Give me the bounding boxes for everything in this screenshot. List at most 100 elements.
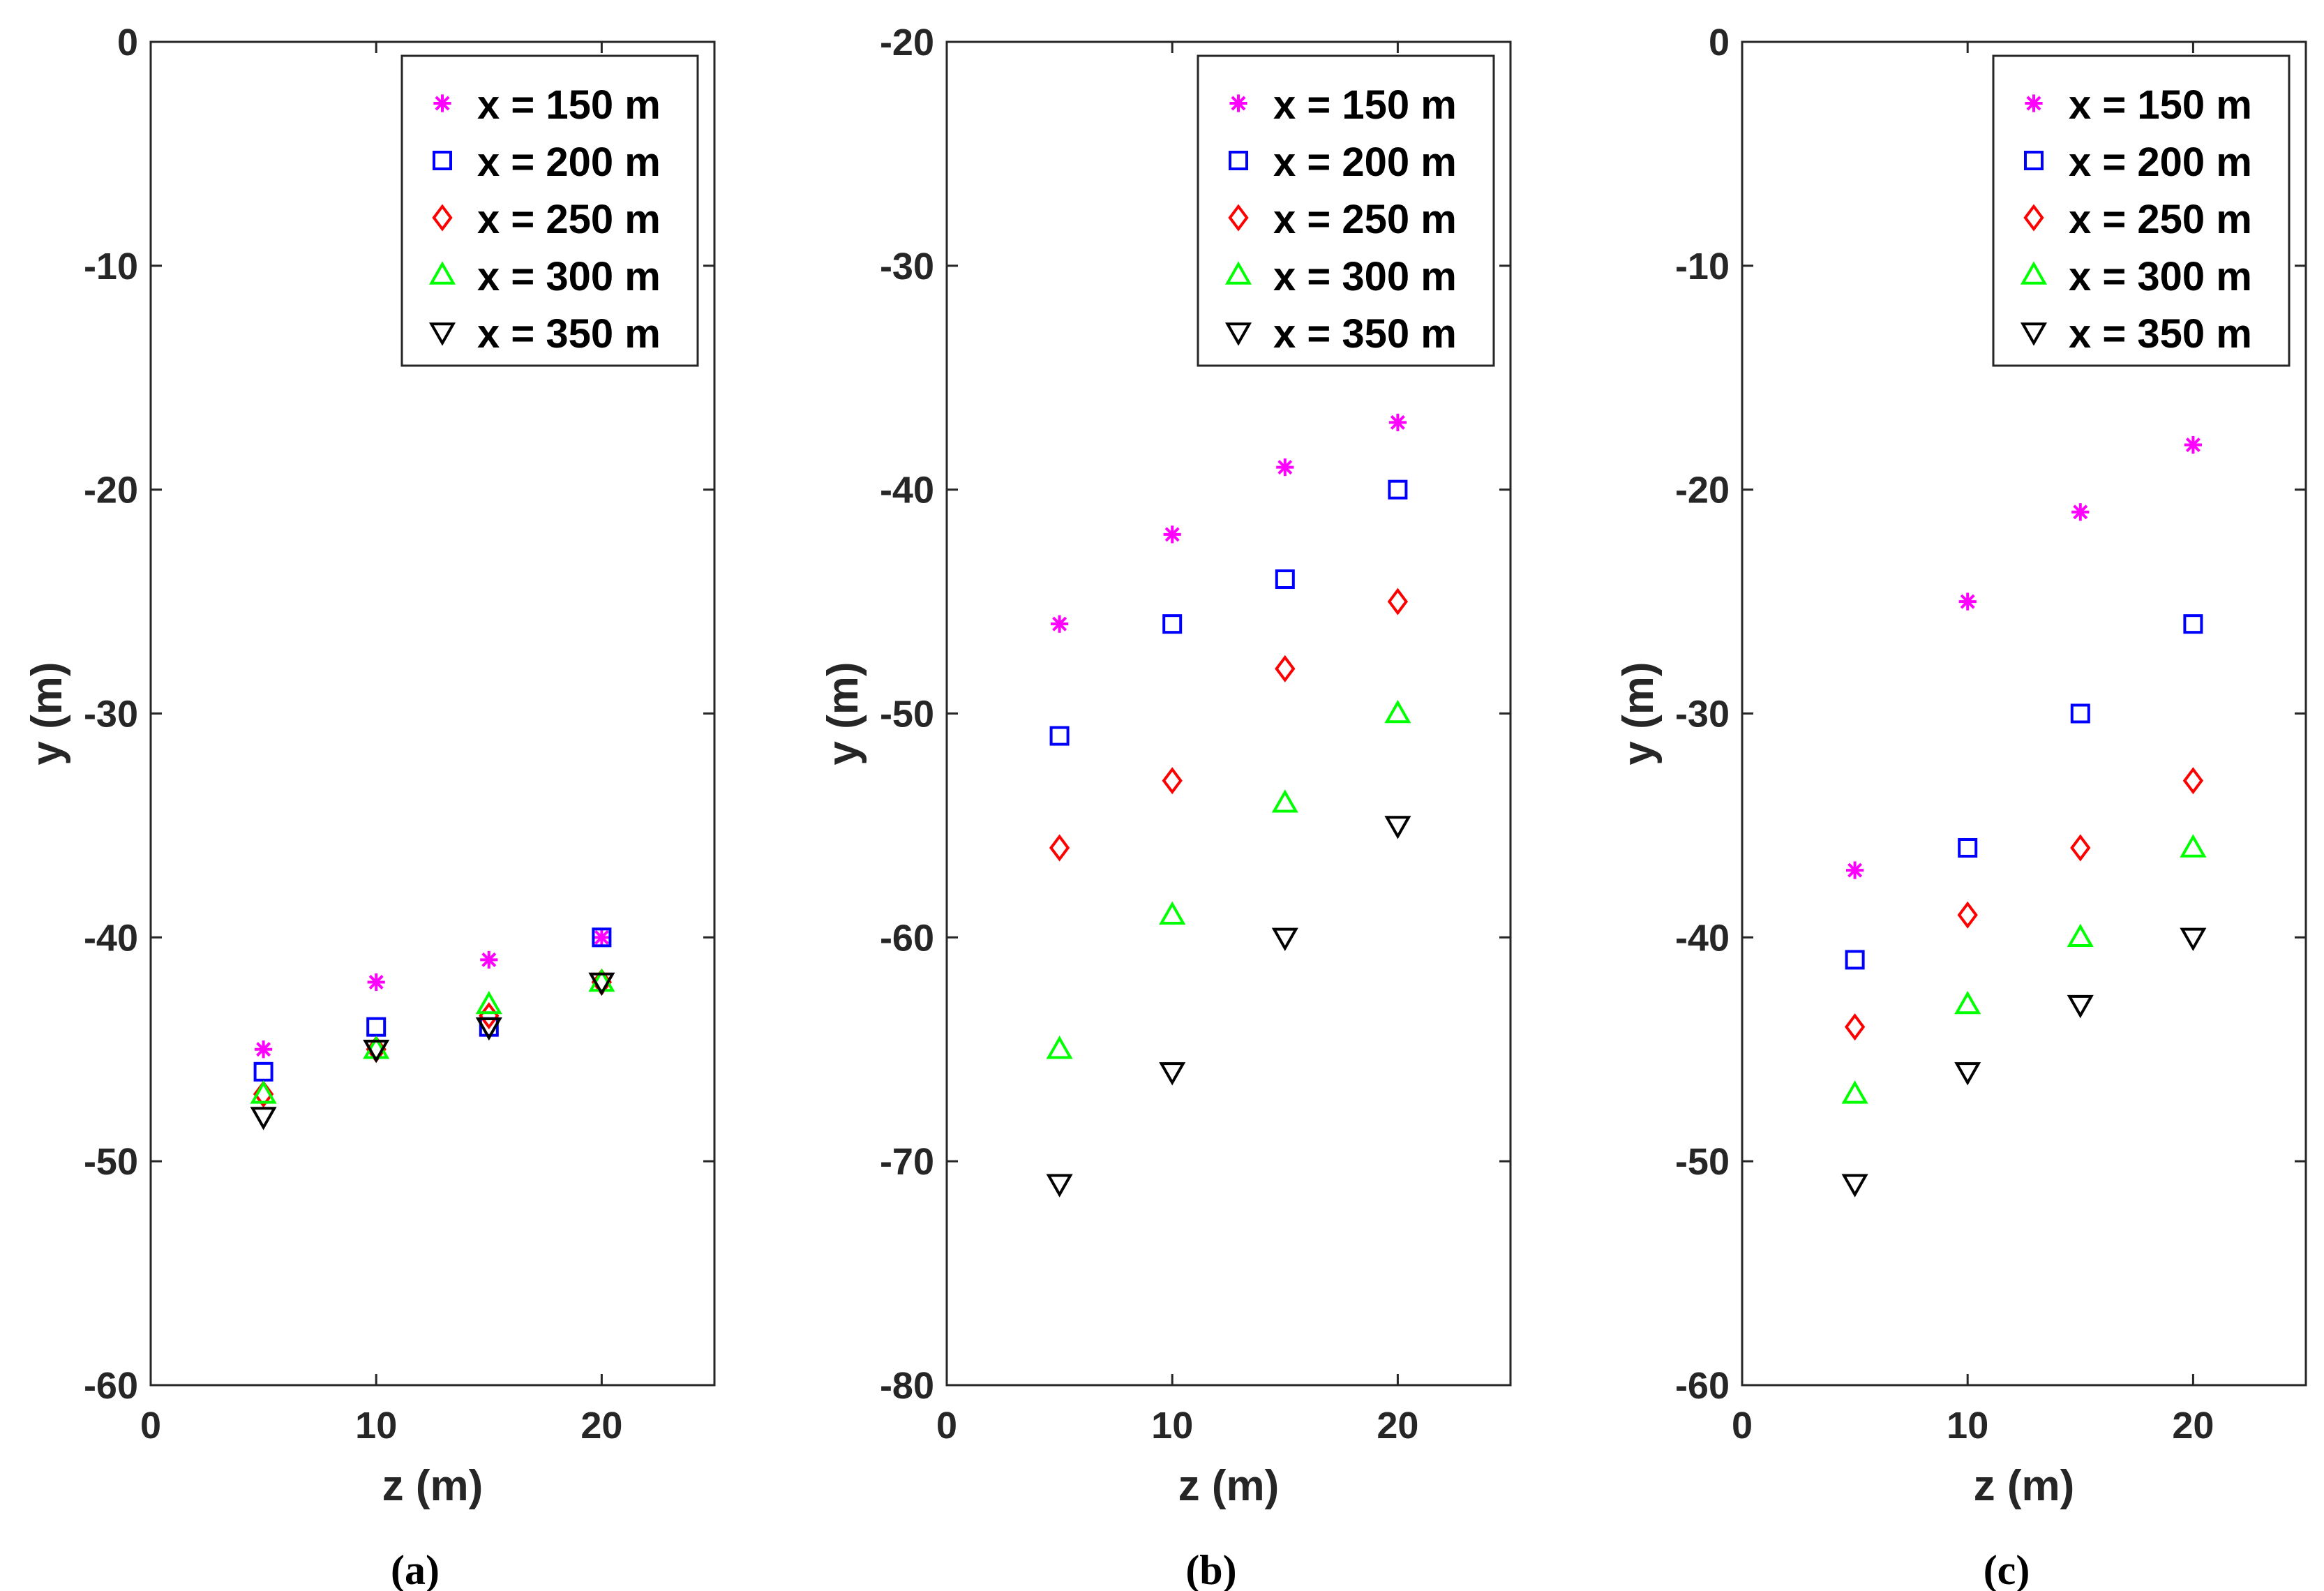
y-tick-label: -30 xyxy=(84,694,138,735)
legend-label: x = 200 m xyxy=(2069,140,2252,185)
x-tick-label: 0 xyxy=(140,1405,161,1447)
data-point xyxy=(1275,655,1296,682)
series-350m xyxy=(1841,927,2207,1197)
legend-entry: x = 350 m xyxy=(428,311,661,357)
series-200m xyxy=(1049,479,1408,746)
y-tick-label: -60 xyxy=(1675,1365,1730,1407)
data-point xyxy=(475,990,502,1015)
data-point xyxy=(1954,990,1981,1015)
y-tick-label: -40 xyxy=(1675,917,1730,959)
data-point xyxy=(1845,950,1865,970)
series-300m xyxy=(1046,699,1411,1059)
x-tick-label: 20 xyxy=(2172,1405,2214,1447)
data-point xyxy=(1846,861,1864,879)
x-tick-label: 10 xyxy=(1151,1405,1193,1447)
legend-marker xyxy=(1229,94,1247,112)
panel-caption: (b) xyxy=(1185,1547,1236,1591)
y-axis-label: y (m) xyxy=(23,662,71,765)
series-350m xyxy=(250,972,615,1130)
legend-label: x = 300 m xyxy=(1273,254,1457,299)
x-axis-label: z (m) xyxy=(382,1462,483,1510)
chart-panel-1: 0-10-20-30-40-50-600 10 20z (m)y (m)x = 15… xyxy=(23,22,716,1591)
data-point xyxy=(250,1107,277,1130)
legend-entry: x = 300 m xyxy=(1224,254,1457,299)
data-point xyxy=(1051,615,1069,633)
legend-marker xyxy=(2020,261,2048,285)
data-point xyxy=(2183,614,2203,634)
x-tick-label: 0 xyxy=(1732,1405,1753,1447)
legend-entry: x = 250 m xyxy=(2023,197,2252,242)
legend-marker xyxy=(432,204,453,232)
legend-label: x = 250 m xyxy=(2069,197,2252,242)
y-tick-label: -40 xyxy=(880,470,934,511)
data-point xyxy=(1387,588,1409,615)
legend-entry: x = 200 m xyxy=(433,140,661,185)
y-tick-label: -20 xyxy=(1675,470,1730,511)
data-point xyxy=(588,972,615,996)
data-point xyxy=(255,1040,273,1059)
data-point xyxy=(1271,789,1298,813)
data-point xyxy=(1275,569,1295,589)
legend-entry: x = 150 m xyxy=(1229,82,1457,128)
data-point xyxy=(1954,1062,1981,1086)
x-axis-label: z (m) xyxy=(1178,1462,1280,1510)
legend-marker xyxy=(1224,322,1252,346)
data-point xyxy=(1046,1174,1073,1197)
data-point xyxy=(480,950,498,969)
data-point xyxy=(592,928,610,946)
legend-entry: x = 200 m xyxy=(2024,140,2252,185)
legend-label: x = 200 m xyxy=(477,140,661,185)
legend-marker xyxy=(433,94,451,112)
legend-entry: x = 350 m xyxy=(1224,311,1457,357)
data-point xyxy=(2070,834,2091,862)
series-350m xyxy=(1046,816,1411,1197)
legend-label: x = 350 m xyxy=(1273,311,1457,357)
legend-marker xyxy=(1224,261,1252,285)
data-point xyxy=(475,1017,502,1041)
y-tick-label: -80 xyxy=(880,1365,934,1407)
x-tick-label: 20 xyxy=(580,1405,622,1447)
y-tick-label: -50 xyxy=(880,694,934,735)
y-tick-label: 0 xyxy=(117,22,138,64)
y-axis-label: y (m) xyxy=(819,662,867,765)
legend-marker xyxy=(2020,322,2048,346)
legend-label: x = 150 m xyxy=(2069,82,2252,128)
legend-entry: x = 250 m xyxy=(1228,197,1457,242)
data-point xyxy=(1384,699,1411,724)
x-tick-label: 10 xyxy=(355,1405,397,1447)
y-tick-label: -10 xyxy=(84,246,138,287)
legend: x = 150 m x = 200 m x = 250 m x = 300 m x = … xyxy=(400,54,699,367)
legend-marker xyxy=(428,261,456,285)
legend-label: x = 350 m xyxy=(2069,311,2252,357)
data-point xyxy=(1958,838,1978,858)
data-point xyxy=(1159,1062,1186,1086)
data-point xyxy=(2184,435,2202,454)
series-150m xyxy=(255,928,610,1059)
y-tick-label: -10 xyxy=(1675,246,1730,287)
legend-marker xyxy=(2024,151,2044,170)
data-point xyxy=(1957,901,1978,929)
legend-label: x = 250 m xyxy=(477,197,661,242)
data-point xyxy=(1046,1036,1073,1059)
legend: x = 150 m x = 200 m x = 250 m x = 300 m x = … xyxy=(1992,54,2291,367)
data-point xyxy=(2180,834,2207,858)
data-point xyxy=(1276,458,1294,477)
y-tick-label: -50 xyxy=(84,1141,138,1183)
panel-caption: (c) xyxy=(1984,1547,2030,1591)
legend-entry: x = 150 m xyxy=(2025,82,2252,128)
panel-caption: (a) xyxy=(391,1547,440,1591)
data-point xyxy=(2182,767,2204,795)
legend-entry: x = 150 m xyxy=(433,82,661,128)
data-point xyxy=(1162,767,1183,795)
legend-marker xyxy=(428,322,456,346)
data-point xyxy=(250,1080,277,1104)
data-point xyxy=(2180,927,2207,951)
legend-marker xyxy=(1228,204,1249,232)
legend-entry: x = 250 m xyxy=(432,197,661,242)
series-200m xyxy=(253,927,612,1082)
series-300m xyxy=(1841,834,2207,1104)
data-point xyxy=(366,1017,387,1037)
series-250m xyxy=(1844,767,2204,1041)
data-point xyxy=(2067,994,2094,1019)
